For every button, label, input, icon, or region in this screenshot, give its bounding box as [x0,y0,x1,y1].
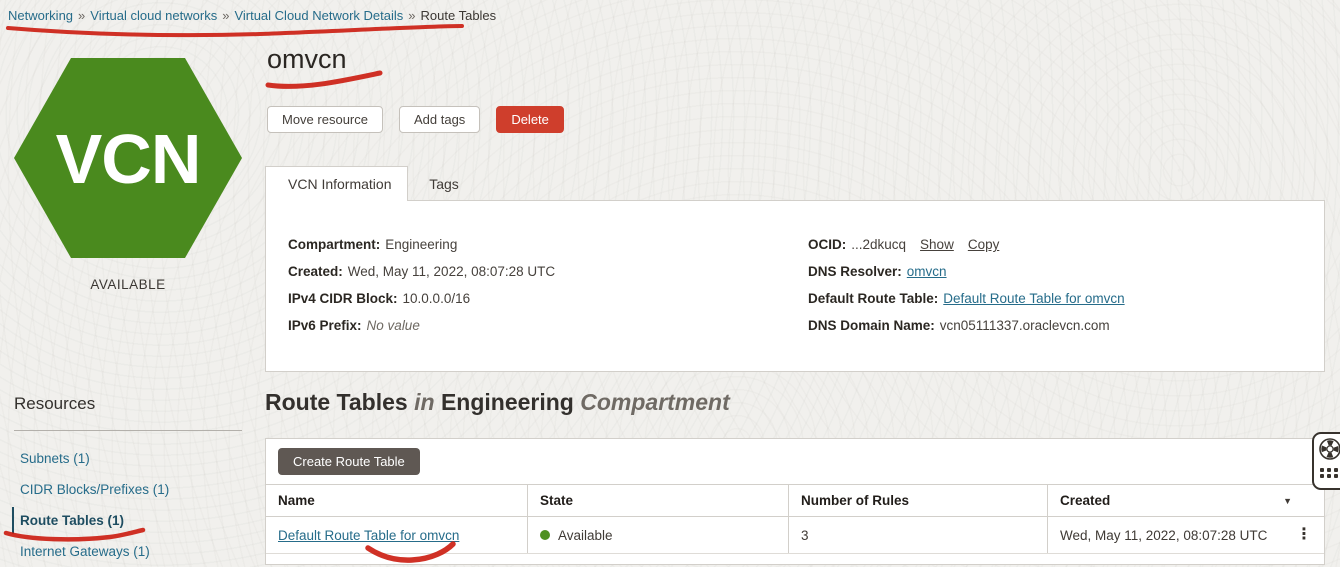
sidebar-link-route-tables[interactable]: Route Tables (1) [20,513,125,528]
tab-vcn-information[interactable]: VCN Information [265,166,408,201]
route-tables-section-heading: Route Tables in Engineering Compartment [265,389,730,416]
column-header-state: State [527,485,788,516]
info-label: DNS Resolver: [808,264,902,279]
sidebar-item-internet-gateways: Internet Gateways (1) [20,536,242,567]
info-label: IPv6 Prefix: [288,318,362,333]
sidebar-item-subnets: Subnets (1) [20,443,242,474]
heading-part: Compartment [580,389,730,415]
cell-state: Available [527,517,788,553]
info-row-dns-resolver: DNS Resolver: omvcn [808,258,1125,285]
vcn-info-right-column: OCID: ...2dkucq Show Copy DNS Resolver: … [808,231,1125,339]
info-row-compartment: Compartment: Engineering [288,231,555,258]
delete-button[interactable]: Delete [496,106,564,133]
breadcrumb-separator: » [222,8,230,23]
breadcrumb-link-networking[interactable]: Networking [8,8,74,23]
default-route-table-link[interactable]: Default Route Table for omvcn [943,291,1125,306]
title-underline-mark [265,70,383,89]
info-value: vcn05111337.oraclevcn.com [939,318,1110,333]
resources-list: Subnets (1) CIDR Blocks/Prefixes (1) Rou… [12,443,242,567]
heading-part: in [414,389,441,415]
info-label: Compartment: [288,237,381,252]
table-header-row: Name State Number of Rules Created ▼ [266,484,1324,517]
cell-number-of-rules: 3 [788,517,1047,553]
sidebar-item-cidr-blocks: CIDR Blocks/Prefixes (1) [20,474,242,505]
breadcrumb-link-vcn-details[interactable]: Virtual Cloud Network Details [234,8,404,23]
sidebar-link-subnets[interactable]: Subnets (1) [20,451,90,466]
info-label: Created: [288,264,343,279]
info-row-default-route-table: Default Route Table: Default Route Table… [808,285,1125,312]
tab-tags[interactable]: Tags [429,175,459,192]
column-header-label: Created [1060,493,1111,508]
move-resource-button[interactable]: Move resource [267,106,383,133]
page-title: omvcn [267,44,347,74]
floating-help-widget[interactable] [1312,432,1340,490]
info-row-ipv4-cidr: IPv4 CIDR Block: 10.0.0.0/16 [288,285,555,312]
route-table-row-link[interactable]: Default Route Table for omvcn [278,527,460,543]
info-value: Wed, May 11, 2022, 08:07:28 UTC [347,264,556,279]
breadcrumb-current-route-tables: Route Tables [420,8,497,23]
breadcrumb-underline-mark [6,24,464,38]
resources-sidebar: Resources Subnets (1) CIDR Blocks/Prefix… [12,394,242,567]
info-row-created: Created: Wed, May 11, 2022, 08:07:28 UTC [288,258,555,285]
breadcrumb-separator: » [78,8,86,23]
vcn-information-panel: Compartment: Engineering Created: Wed, M… [265,200,1325,372]
column-header-name: Name [278,493,315,508]
create-route-table-button[interactable]: Create Route Table [278,448,420,475]
resources-heading: Resources [14,394,96,413]
info-value: Engineering [385,237,458,252]
created-timestamp: Wed, May 11, 2022, 08:07:28 UTC [1060,527,1268,543]
info-value: 10.0.0.0/16 [402,291,471,306]
info-label: DNS Domain Name: [808,318,935,333]
dot [1320,468,1324,472]
ocid-value: ...2dkucq [851,237,907,252]
info-label: Default Route Table: [808,291,939,306]
info-value-empty: No value [366,318,420,333]
status-badge: AVAILABLE [90,277,166,292]
dot [1334,474,1338,478]
vcn-icon-label: VCN [56,120,201,198]
info-label: OCID: [808,237,847,252]
route-tables-panel: Create Route Table Name State Number of … [265,438,1325,565]
state-label: Available [558,527,613,543]
cell-name: Default Route Table for omvcn [266,517,527,553]
dot [1327,474,1331,478]
info-label: IPv4 CIDR Block: [288,291,398,306]
breadcrumb: Networking » Virtual cloud networks » Virtua… [8,8,496,23]
dot [1327,468,1331,472]
breadcrumb-separator: » [408,8,416,23]
column-header-number-of-rules: Number of Rules [788,485,1047,516]
column-header-created[interactable]: Created ▼ [1047,485,1324,516]
info-row-ipv6-prefix: IPv6 Prefix: No value [288,312,555,339]
info-row-ocid: OCID: ...2dkucq Show Copy [808,231,1125,258]
dot [1334,468,1338,472]
row-kebab-menu-icon[interactable]: ⋮ [1296,526,1312,543]
heading-part: Route Tables [265,389,415,415]
heading-part: Engineering [440,389,581,415]
life-ring-help-icon[interactable] [1318,437,1340,461]
dot [1320,474,1324,478]
sidebar-link-internet-gateways[interactable]: Internet Gateways (1) [20,544,150,559]
ocid-copy-link[interactable]: Copy [967,237,1000,252]
sidebar-link-cidr-blocks[interactable]: CIDR Blocks/Prefixes (1) [20,482,170,497]
breadcrumb-link-virtual-cloud-networks[interactable]: Virtual cloud networks [90,8,218,23]
info-row-dns-domain: DNS Domain Name: vcn05111337.oraclevcn.c… [808,312,1125,339]
grid-dots-icon[interactable] [1320,468,1340,478]
vcn-hexagon-icon: VCN [14,58,242,258]
sort-desc-icon[interactable]: ▼ [1283,495,1292,506]
available-status-dot-icon [540,530,550,540]
dns-resolver-link[interactable]: omvcn [906,264,947,279]
add-tags-button[interactable]: Add tags [398,106,481,133]
vcn-info-left-column: Compartment: Engineering Created: Wed, M… [288,231,555,339]
rules-count: 3 [801,527,809,543]
cell-created: Wed, May 11, 2022, 08:07:28 UTC ⋮ [1047,517,1324,553]
divider [14,430,242,431]
action-buttons: Move resource Add tags Delete [267,106,564,133]
sidebar-item-route-tables: Route Tables (1) [12,505,242,536]
ocid-show-link[interactable]: Show [920,237,954,252]
table-row: Default Route Table for omvcn Available … [266,517,1324,554]
